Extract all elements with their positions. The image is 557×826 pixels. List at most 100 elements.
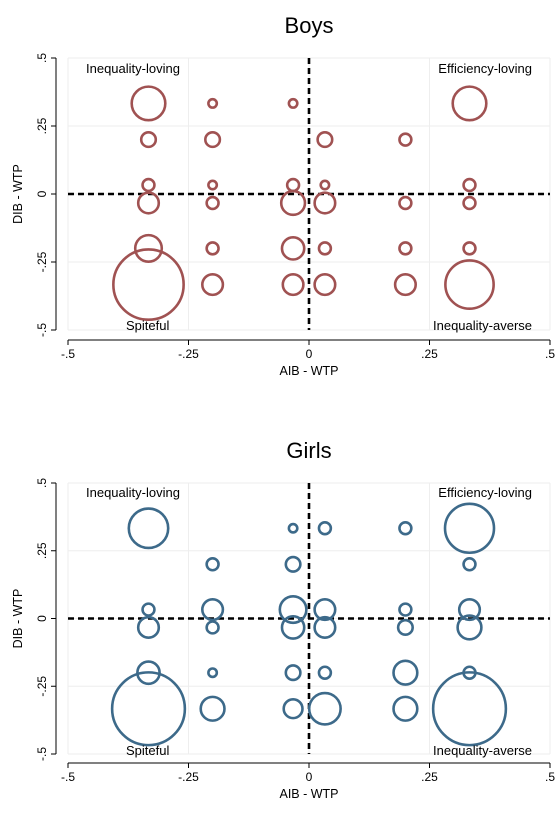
data-bubble (285, 177, 301, 193)
quadrant-label-top-right: Efficiency-loving (438, 61, 532, 76)
data-bubble (207, 97, 219, 109)
data-bubble (205, 620, 220, 635)
data-bubble (462, 557, 477, 572)
data-bubble (201, 597, 225, 622)
data-bubble (392, 695, 419, 722)
data-bubble (431, 671, 508, 747)
data-bubble (398, 195, 413, 211)
chart-title: Boys (285, 13, 334, 38)
data-bubble (287, 97, 299, 109)
data-bubble (141, 602, 156, 617)
data-bubble (317, 665, 333, 680)
y-tick-label: 0 (35, 615, 49, 622)
data-bubble (317, 521, 333, 536)
data-bubble (316, 131, 334, 149)
data-bubble (278, 594, 308, 625)
x-tick-label: .25 (421, 347, 438, 361)
x-tick-label: -.25 (178, 770, 199, 784)
quadrant-label-bottom-right: Inequality-averse (433, 743, 532, 758)
data-bubble (462, 195, 477, 211)
data-bubble (133, 233, 164, 263)
data-bubble (201, 272, 225, 297)
x-tick-label: -.5 (61, 770, 75, 784)
data-bubble (398, 241, 413, 256)
data-bubble (313, 191, 337, 215)
chart-title: Girls (286, 438, 331, 463)
y-tick-label: .25 (35, 117, 49, 134)
x-axis-label: AIB - WTP (279, 364, 338, 378)
data-bubble (396, 618, 414, 637)
data-bubble (207, 179, 219, 191)
boys-scatter-chart: Boys -.5 -.25 0 .25 .5 -.5 -.25 0 .25 .5 AIB - WTP D… (11, 13, 555, 378)
data-bubble (284, 664, 302, 682)
quadrant-label-bottom-left: Spiteful (126, 318, 169, 333)
data-bubble (451, 85, 488, 122)
data-bubble (207, 667, 219, 679)
y-tick-label: .5 (35, 53, 49, 63)
quadrant-label-top-left: Inequality-loving (86, 61, 180, 76)
data-bubble (127, 507, 170, 550)
y-axis-label: DIB - WTP (11, 589, 25, 649)
x-tick-label: -.25 (178, 347, 199, 361)
data-bubble (313, 272, 337, 297)
data-bubble (280, 615, 306, 640)
data-bubble (307, 691, 342, 726)
data-bubble (398, 132, 413, 147)
boys-chart-panel: Boys -.5 -.25 0 .25 .5 -.5 -.25 0 .25 .5 AIB - WTP D… (0, 0, 557, 402)
data-bubble (130, 85, 167, 122)
girls-chart-panel: Girls -.5 -.25 0 .25 .5 -.5 -.25 0 .25 .5 AIB - WTP… (0, 424, 557, 826)
data-bubble (141, 177, 156, 193)
data-bubble (112, 248, 185, 322)
y-tick-label: 0 (35, 190, 49, 197)
data-bubble (136, 660, 161, 686)
x-tick-label: .5 (545, 347, 555, 361)
data-bubble (443, 502, 496, 555)
girls-scatter-chart: Girls -.5 -.25 0 .25 .5 -.5 -.25 0 .25 .5 AIB - WTP… (11, 438, 555, 801)
data-bubble (287, 522, 299, 534)
data-bubble (313, 615, 337, 640)
y-axis-label: DIB - WTP (11, 164, 25, 224)
data-bubble (398, 521, 413, 536)
quadrant-label-bottom-right: Inequality-averse (433, 318, 532, 333)
data-bubble (393, 272, 417, 297)
x-tick-label: 0 (306, 347, 313, 361)
data-bubble (444, 259, 495, 311)
data-bubble (392, 659, 419, 686)
data-bubble (462, 177, 477, 193)
data-bubble (205, 195, 220, 211)
y-tick-label: .5 (35, 478, 49, 488)
data-bubble (279, 189, 307, 217)
data-bubble (205, 557, 220, 572)
x-tick-label: -.5 (61, 347, 75, 361)
data-bubble (456, 614, 483, 641)
y-tick-label: -.25 (35, 251, 49, 272)
data-bubble (136, 615, 161, 640)
data-bubble (110, 671, 187, 747)
data-bubble (284, 555, 302, 573)
data-bubble (139, 131, 158, 149)
data-bubble (398, 602, 413, 617)
data-bubble (313, 597, 337, 622)
data-bubble (462, 241, 477, 256)
data-bubble (282, 698, 304, 720)
x-tick-label: .5 (545, 770, 555, 784)
data-bubble (204, 131, 222, 149)
x-tick-label: 0 (306, 770, 313, 784)
x-tick-label: .25 (421, 770, 438, 784)
data-bubble (281, 272, 305, 297)
data-bubble (136, 191, 161, 215)
data-bubble (317, 241, 333, 256)
quadrant-label-bottom-left: Spiteful (126, 743, 169, 758)
data-bubble (319, 179, 331, 191)
x-axis-label: AIB - WTP (279, 787, 338, 801)
quadrant-label-top-left: Inequality-loving (86, 485, 180, 500)
y-tick-label: -.5 (35, 323, 49, 337)
y-tick-label: -.5 (35, 747, 49, 761)
data-bubble (280, 235, 306, 261)
data-bubble (457, 597, 482, 622)
data-bubble (205, 241, 220, 256)
data-bubble (199, 695, 226, 722)
y-tick-label: -.25 (35, 676, 49, 697)
quadrant-label-top-right: Efficiency-loving (438, 485, 532, 500)
y-tick-label: .25 (35, 542, 49, 559)
